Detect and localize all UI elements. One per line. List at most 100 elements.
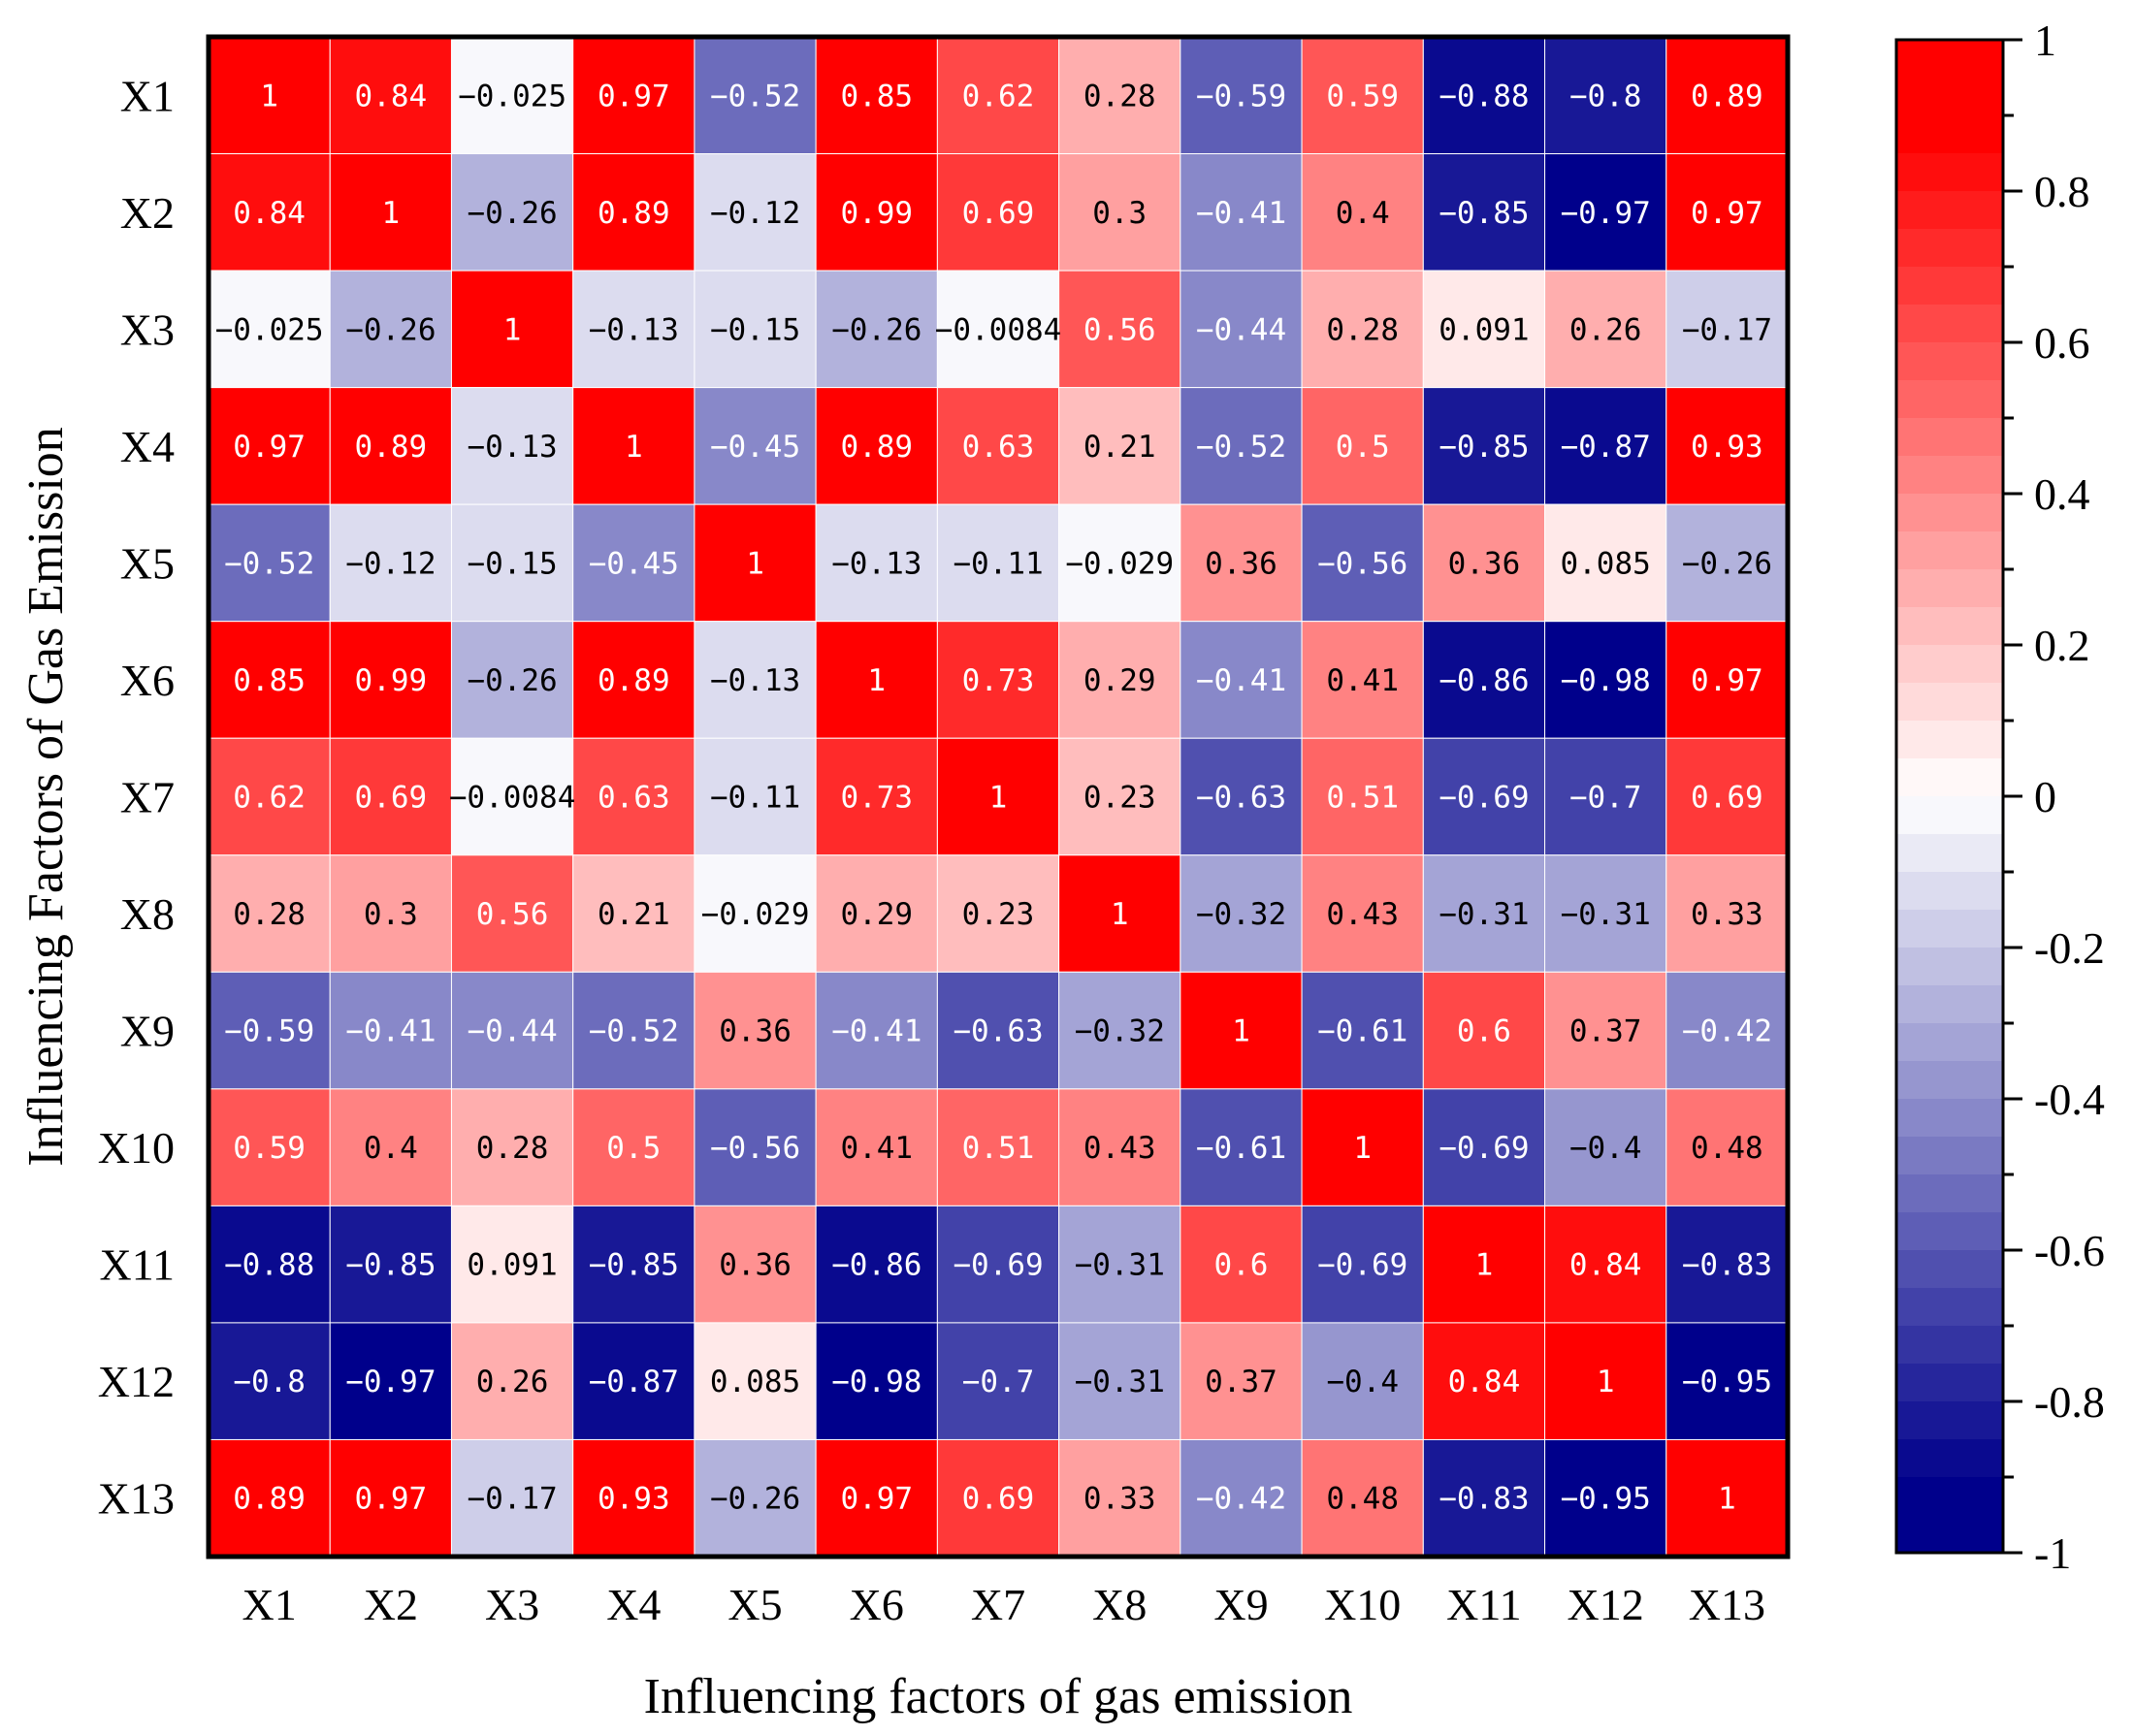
- heatmap-cell: [450, 737, 574, 856]
- y-tick-label: X9: [120, 1007, 175, 1056]
- cell-value-label: 0.29: [1083, 663, 1156, 698]
- cell-value-label: −0.26: [831, 312, 922, 347]
- cell-value-label: −0.98: [1560, 663, 1650, 698]
- heatmap-cell: [1058, 854, 1181, 973]
- cell-value-label: 0.5: [606, 1131, 661, 1166]
- cell-value-label: −0.97: [1560, 196, 1650, 231]
- cell-value-label: 0.091: [467, 1248, 557, 1283]
- cell-value-label: 0.48: [1326, 1482, 1399, 1517]
- heatmap-cell: [208, 503, 331, 623]
- cell-value-label: 0.36: [719, 1014, 792, 1049]
- heatmap-cell: [572, 854, 695, 973]
- cell-value-label: −0.59: [1196, 79, 1286, 113]
- cell-value-label: 0.26: [476, 1365, 549, 1399]
- heatmap-cells: [208, 36, 1789, 1558]
- colorbar-band: [1896, 1439, 2003, 1478]
- heatmap-cell: [815, 153, 938, 272]
- heatmap-cell: [815, 737, 938, 856]
- cell-value-label: 0.89: [355, 430, 428, 465]
- cell-value-label: −0.85: [589, 1248, 679, 1283]
- heatmap-cell: [1665, 1088, 1789, 1206]
- y-tick-label: X13: [98, 1474, 175, 1524]
- heatmap-cell: [694, 270, 817, 389]
- heatmap-cell: [208, 971, 331, 1090]
- cell-value-label: −0.45: [589, 546, 679, 581]
- heatmap-cell: [208, 1322, 331, 1440]
- cell-value-label: 0.51: [1326, 781, 1399, 816]
- heatmap-cell: [1058, 153, 1181, 272]
- colorbar-band: [1896, 153, 2003, 192]
- cell-value-label: 1: [1718, 1482, 1736, 1517]
- colorbar-band: [1896, 1401, 2003, 1440]
- cell-value-label: 0.33: [1691, 897, 1763, 932]
- heatmap-cell: [1058, 1205, 1181, 1324]
- x-axis-title: Influencing factors of gas emission: [644, 1669, 1353, 1724]
- x-tick-label: X7: [971, 1580, 1025, 1629]
- heatmap-cell: [936, 387, 1060, 505]
- cell-value-label: 0.89: [598, 663, 670, 698]
- cell-value-label: 0.28: [1326, 312, 1399, 347]
- colorbar-ticks: 1 0.8 0.6 0.4 0.2 0 -0.2 -0.4 -0.6 -0.8 -1: [2003, 16, 2105, 1578]
- heatmap-cell: [1058, 737, 1181, 856]
- cell-value-label: 1: [503, 312, 522, 347]
- cell-value-label: 0.89: [598, 196, 670, 231]
- cell-value-label: 0.69: [962, 1482, 1035, 1517]
- cell-value-label: 0.89: [1691, 79, 1763, 113]
- heatmap-cell: [572, 387, 695, 505]
- cell-value-label: −0.56: [710, 1131, 800, 1166]
- heatmap-cell: [694, 621, 817, 739]
- cell-value-label: 0.97: [1691, 663, 1763, 698]
- cell-value-label: 0.36: [1448, 546, 1521, 581]
- heatmap-cell: [936, 1322, 1060, 1440]
- cell-value-label: 0.29: [840, 897, 913, 932]
- colorbar-tick-label: 0.2: [2034, 621, 2090, 670]
- heatmap-cell: [1180, 621, 1303, 739]
- y-tick-label: X12: [98, 1357, 175, 1406]
- heatmap-cell: [329, 1438, 452, 1558]
- cell-value-label: −0.59: [224, 1014, 314, 1049]
- heatmap-cell: [1665, 270, 1789, 389]
- cell-value-label: −0.83: [1439, 1482, 1529, 1517]
- heatmap-cell: [329, 270, 452, 389]
- colorbar-tick-label: -1: [2034, 1528, 2071, 1578]
- cell-value-label: −0.13: [467, 430, 557, 465]
- colorbar-band: [1896, 910, 2003, 948]
- heatmap-cell: [572, 621, 695, 739]
- cell-value-label: −0.13: [710, 663, 800, 698]
- cell-value-label: −0.56: [1317, 546, 1407, 581]
- x-tick-label: X10: [1324, 1580, 1401, 1629]
- cell-value-label: 0.63: [598, 781, 670, 816]
- colorbar-band: [1896, 305, 2003, 343]
- heatmap-cell: [1422, 971, 1546, 1090]
- heatmap-cell: [450, 387, 574, 505]
- cell-value-label: 0.85: [233, 663, 306, 698]
- cell-value-label: −0.98: [831, 1365, 922, 1399]
- cell-value-label: 0.99: [840, 196, 913, 231]
- heatmap-cell: [1180, 854, 1303, 973]
- colorbar-band: [1896, 191, 2003, 230]
- cell-value-label: −0.4: [1326, 1365, 1399, 1399]
- cell-value-label: −0.44: [467, 1014, 557, 1049]
- x-tick-label: X2: [364, 1580, 418, 1629]
- heatmap-cell: [694, 737, 817, 856]
- heatmap-cell: [208, 737, 331, 856]
- colorbar-band: [1896, 796, 2003, 835]
- cell-value-label: 0.93: [598, 1482, 670, 1517]
- heatmap-cell: [936, 621, 1060, 739]
- heatmap-cell: [1422, 1205, 1546, 1324]
- cell-value-label: −0.7: [962, 1365, 1035, 1399]
- y-tick-label: X3: [120, 305, 175, 354]
- x-tick-label: X11: [1446, 1580, 1522, 1629]
- heatmap-cell: [694, 153, 817, 272]
- heatmap-cell: [329, 503, 452, 623]
- heatmap-cell: [1665, 1205, 1789, 1324]
- cell-value-label: 0.48: [1691, 1131, 1763, 1166]
- cell-value-label: 0.69: [355, 781, 428, 816]
- heatmap-cell: [1180, 503, 1303, 623]
- colorbar-band: [1896, 531, 2003, 570]
- colorbar-band: [1896, 229, 2003, 268]
- heatmap-cell: [815, 621, 938, 739]
- cell-value-label: 1: [1475, 1248, 1494, 1283]
- cell-value-label: −0.11: [953, 546, 1043, 581]
- cell-value-label: −0.88: [1439, 79, 1529, 113]
